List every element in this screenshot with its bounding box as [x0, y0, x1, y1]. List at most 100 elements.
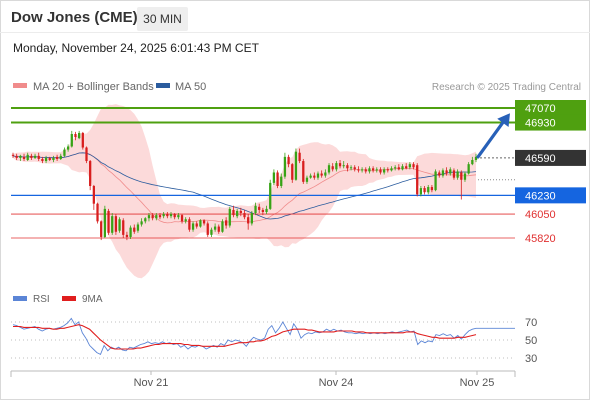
candle-body	[294, 151, 298, 180]
credit-text: Research © 2025 Trading Central	[432, 82, 581, 93]
candle-body	[162, 214, 165, 217]
rsi-tick-label: 30	[525, 353, 537, 365]
candle-body	[180, 215, 184, 222]
candle-body	[412, 164, 415, 168]
candle-body	[55, 156, 59, 159]
candle-body	[239, 210, 242, 214]
resistance-label-box	[515, 114, 586, 131]
candle-body	[368, 168, 371, 172]
candle-body	[206, 223, 209, 235]
candle-body	[379, 169, 382, 173]
candle-body	[386, 169, 389, 171]
candle-body	[11, 154, 15, 156]
candle-body	[243, 213, 246, 218]
candle-body	[85, 147, 88, 162]
pivot-label: 46230	[525, 190, 556, 202]
timeframe-button[interactable]: 30 MIN	[137, 7, 188, 31]
candle-body	[96, 203, 99, 222]
candle-body	[44, 157, 48, 162]
candle-body	[118, 219, 121, 231]
candle-body	[129, 227, 132, 237]
candle-body	[313, 175, 316, 178]
candle-body	[405, 166, 408, 169]
x-tick-labels: Nov 21 Nov 24 Nov 25	[134, 371, 495, 389]
last-price-label: 46590	[525, 153, 556, 165]
candle-body	[305, 177, 309, 182]
legend-label-9ma: 9MA	[82, 294, 103, 305]
candle-body	[33, 155, 37, 158]
candle-body	[280, 176, 283, 186]
candle-body	[338, 163, 342, 167]
candle-body	[423, 188, 426, 193]
candle-body	[452, 170, 456, 178]
candle-body	[324, 172, 327, 176]
candle-body	[353, 167, 356, 170]
candle-body	[419, 188, 423, 195]
candle-body	[302, 161, 305, 182]
candle-body	[427, 187, 430, 193]
candle-body	[375, 169, 378, 171]
candle-body	[434, 171, 437, 191]
forecast-arrow-shaft	[476, 116, 508, 159]
x-tick-label: Nov 24	[319, 377, 354, 389]
candle-body	[272, 172, 276, 183]
candle-body	[471, 160, 474, 165]
candle-body	[81, 132, 84, 148]
page-title: Dow Jones (CME)	[11, 9, 138, 26]
candle-body	[228, 208, 231, 226]
legend-label-bollinger: MA 20 + Bollinger Bands	[33, 81, 154, 93]
candle-body	[232, 209, 235, 216]
candle-body	[371, 168, 375, 171]
candle-body	[169, 214, 173, 217]
candle-body	[430, 187, 434, 191]
bollinger-band	[13, 104, 476, 279]
candle-body	[236, 210, 239, 217]
candle-body	[37, 155, 40, 159]
9ma-legend-swatch	[62, 296, 76, 301]
rsi-panel: 70 50 30	[11, 317, 537, 365]
candle-body	[188, 219, 191, 230]
candle-body	[144, 218, 147, 222]
candle-body	[438, 172, 441, 176]
x-tick-label: Nov 21	[134, 377, 169, 389]
candle-body	[360, 169, 364, 171]
candle-body	[111, 216, 114, 233]
resistance-label: 46930	[525, 118, 556, 130]
rsi-tick-label: 70	[525, 317, 537, 329]
candle-body	[125, 234, 129, 237]
candle-body	[15, 155, 18, 158]
candle-body	[441, 170, 445, 176]
candle-body	[166, 214, 169, 217]
rsi-line	[12, 317, 477, 356]
candle-body	[22, 156, 26, 159]
candle-body	[357, 169, 360, 171]
candle-body	[364, 169, 367, 172]
candle-body	[158, 215, 162, 218]
header-divider	[0, 32, 590, 33]
bollinger-legend-swatch	[13, 83, 27, 88]
candle-body	[173, 214, 176, 218]
x-tick-label: Nov 25	[460, 377, 495, 389]
candle-body	[107, 210, 110, 233]
candle-body	[151, 215, 154, 219]
rsi-legend-swatch	[13, 296, 27, 301]
candle-body	[221, 221, 224, 232]
candle-body	[408, 164, 411, 168]
candle-body	[265, 208, 268, 212]
support-label: 45820	[525, 233, 556, 245]
candle-body	[213, 226, 217, 230]
candle-body	[30, 155, 33, 158]
candle-body	[199, 220, 202, 227]
candle-body	[331, 166, 334, 170]
candle-body	[342, 165, 345, 167]
candle-body	[70, 134, 73, 147]
candle-body	[66, 146, 70, 150]
candle-body	[283, 156, 287, 177]
candle-body	[382, 169, 386, 173]
candle-body	[140, 221, 143, 225]
candle-body	[401, 166, 404, 170]
candle-body	[397, 167, 400, 170]
candle-body	[202, 220, 206, 224]
candle-body	[191, 223, 195, 230]
